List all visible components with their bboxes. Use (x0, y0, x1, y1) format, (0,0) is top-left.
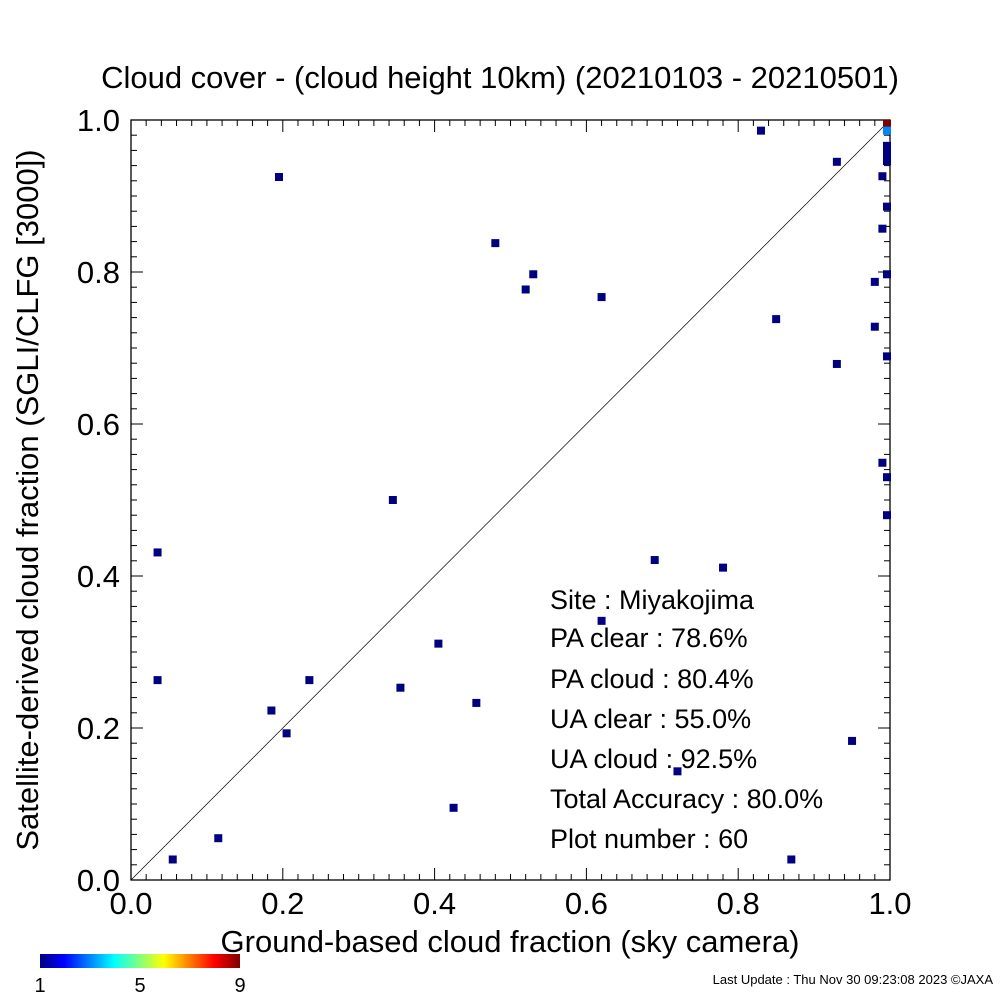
axis-tick-labels: 0.0 0.2 0.4 0.6 0.8 1.0 0.0 0.2 0.4 0.6 0.8 1.0 (77, 103, 912, 921)
scatter-point (529, 270, 538, 279)
y-tick-label: 1.0 (77, 103, 120, 138)
scatter-point (848, 736, 857, 745)
stat-plot-number: Plot number : 60 (550, 824, 748, 854)
scatter-point (772, 315, 781, 324)
scatter-point (153, 548, 162, 557)
scatter-point (878, 224, 887, 233)
scatter-point (650, 556, 659, 565)
scatter-point (282, 729, 291, 738)
last-update-text: Last Update : Thu Nov 30 09:23:08 2023 ©… (713, 972, 994, 987)
stat-total-accuracy: Total Accuracy : 80.0% (550, 784, 823, 814)
scatter-point (673, 767, 682, 776)
scatter-point (870, 277, 879, 286)
scatter-point (597, 293, 606, 302)
colorbar-tick-mid: 5 (134, 975, 145, 997)
stat-site: Site : Miyakojima (550, 585, 755, 615)
stat-pa-clear: PA clear : 78.6% (550, 623, 748, 653)
stat-ua-cloud: UA cloud : 92.5% (550, 744, 757, 774)
colorbar-tick-min: 1 (34, 975, 45, 997)
chart-title: Cloud cover - (cloud height 10km) (20210… (101, 60, 899, 95)
scatter-point (449, 803, 458, 812)
axis-ticks (130, 119, 891, 881)
scatter-point (832, 157, 841, 166)
y-tick-label: 0.6 (77, 407, 120, 442)
y-tick-label: 0.4 (77, 559, 120, 594)
scatter-point (521, 285, 530, 294)
scatter-point (214, 834, 223, 843)
x-tick-label: 0.8 (717, 886, 760, 921)
scatter-point (883, 202, 891, 211)
scatter-point (275, 173, 284, 181)
stat-ua-clear: UA clear : 55.0% (550, 704, 751, 734)
x-tick-label: 0.0 (109, 886, 152, 921)
scatter-point (883, 120, 891, 128)
scatter-point (597, 616, 606, 625)
colorbar (40, 954, 240, 968)
scatter-point (883, 473, 891, 482)
scatter-point (883, 157, 891, 166)
x-axis-label: Ground-based cloud fraction (sky camera) (221, 924, 800, 959)
scatter-point (883, 149, 891, 158)
x-tick-label: 0.6 (565, 886, 608, 921)
y-axis-label: Satellite-derived cloud fraction (SGLI/C… (10, 149, 45, 850)
x-tick-label: 0.2 (261, 886, 304, 921)
scatter-point (878, 458, 887, 467)
scatter-points (153, 120, 891, 864)
scatter-point (168, 855, 177, 864)
y-tick-label: 0.0 (77, 863, 120, 898)
y-tick-label: 0.2 (77, 711, 120, 746)
scatter-point (434, 639, 443, 648)
scatter-point (267, 706, 276, 715)
scatter-point (883, 270, 891, 279)
stat-pa-cloud: PA cloud : 80.4% (550, 664, 754, 694)
x-tick-label: 0.4 (413, 886, 456, 921)
scatter-point (491, 239, 500, 248)
scatter-point (787, 855, 796, 864)
scatter-point (883, 352, 891, 361)
scatter-point (870, 322, 879, 331)
scatter-point (883, 141, 891, 150)
scatter-point (883, 126, 891, 135)
scatter-point (153, 676, 162, 685)
reference-line-group (130, 119, 891, 881)
scatter-point (472, 698, 481, 707)
colorbar-tick-max: 9 (234, 975, 245, 997)
scatter-point (396, 683, 405, 692)
x-tick-label: 1.0 (868, 886, 911, 921)
scatter-point (883, 511, 891, 520)
y-tick-label: 0.8 (77, 255, 120, 290)
scatter-point (719, 563, 728, 572)
scatter-point (832, 359, 841, 368)
scatter-point (388, 496, 397, 504)
reference-line (130, 119, 891, 881)
scatter-point (305, 676, 314, 685)
scatter-point (878, 172, 887, 181)
stats-panel: Site : Miyakojima PA clear : 78.6% PA cl… (550, 585, 823, 854)
scatter-point (756, 126, 765, 135)
